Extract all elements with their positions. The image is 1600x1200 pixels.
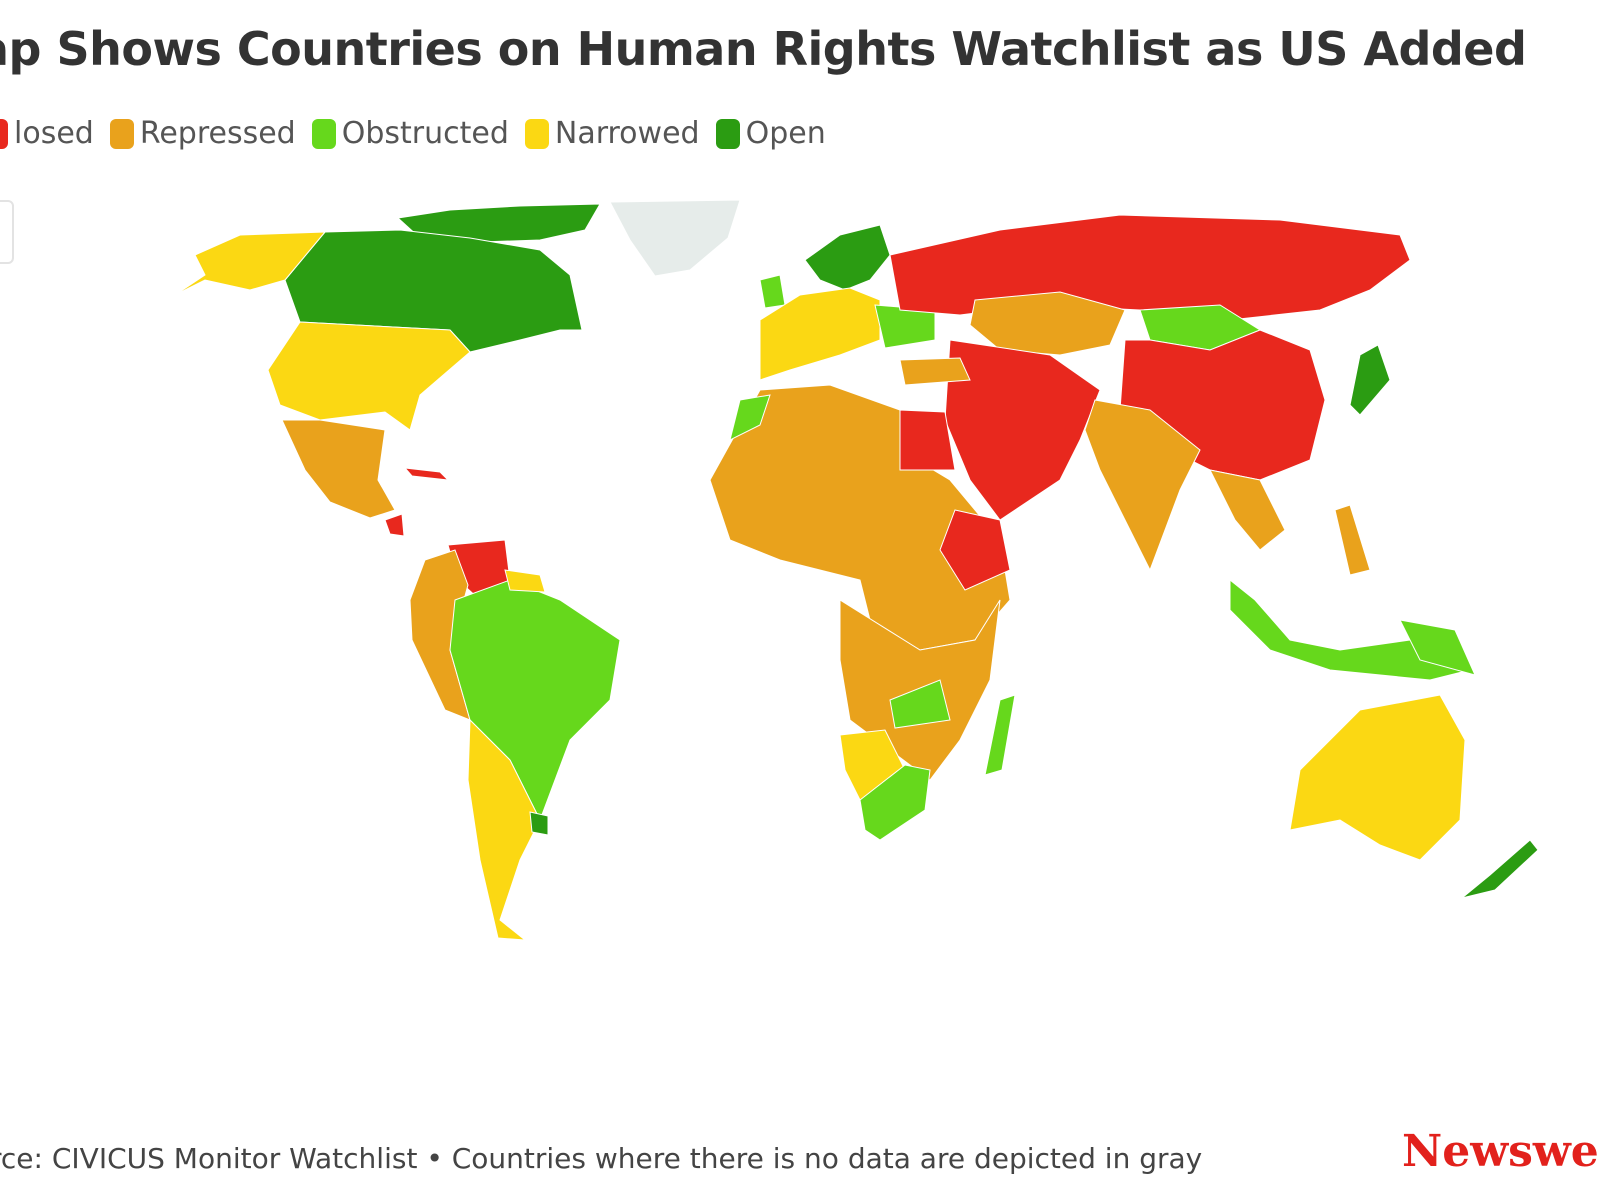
region-brazil[interactable] bbox=[449, 579, 621, 822]
legend-item-open[interactable]: Open bbox=[715, 116, 826, 151]
region-png[interactable] bbox=[1399, 619, 1476, 676]
region-alaska[interactable] bbox=[174, 231, 327, 296]
region-uk[interactable] bbox=[759, 274, 786, 309]
legend-item-repressed[interactable]: Repressed bbox=[109, 116, 296, 151]
legend-label-repressed: Repressed bbox=[139, 116, 296, 151]
legend-swatch-closed bbox=[0, 118, 8, 149]
region-usa[interactable] bbox=[267, 321, 471, 431]
region-australia[interactable] bbox=[1289, 694, 1466, 861]
legend-swatch-repressed bbox=[109, 118, 134, 149]
legend-label-closed: losed bbox=[14, 116, 94, 151]
legend-swatch-narrowed bbox=[524, 118, 549, 149]
region-morocco[interactable] bbox=[729, 394, 771, 441]
region-south-africa[interactable] bbox=[859, 764, 931, 841]
region-nicaragua[interactable] bbox=[384, 513, 405, 537]
region-turkey[interactable] bbox=[899, 357, 971, 386]
region-se-asia[interactable] bbox=[1209, 469, 1286, 551]
region-india[interactable] bbox=[1084, 399, 1201, 572]
region-guianas[interactable] bbox=[504, 569, 546, 593]
region-greenland[interactable] bbox=[609, 199, 741, 277]
region-madagascar[interactable] bbox=[984, 694, 1016, 776]
region-west-europe[interactable] bbox=[759, 287, 881, 381]
world-map[interactable] bbox=[0, 180, 1600, 980]
legend-item-narrowed[interactable]: Narrowed bbox=[524, 116, 700, 151]
legend-item-closed[interactable]: losed bbox=[0, 116, 94, 151]
legend-label-narrowed: Narrowed bbox=[554, 116, 700, 151]
region-new-zealand[interactable] bbox=[1461, 839, 1539, 899]
legend-label-obstructed: Obstructed bbox=[341, 116, 509, 151]
region-cuba[interactable] bbox=[403, 467, 450, 481]
region-japan[interactable] bbox=[1349, 344, 1391, 416]
region-middle-east[interactable] bbox=[944, 339, 1101, 521]
legend-swatch-obstructed bbox=[311, 118, 336, 149]
region-philippines[interactable] bbox=[1334, 504, 1371, 576]
legend: losed Repressed Obstructed Narrowed Open bbox=[0, 116, 842, 151]
publisher-logo[interactable]: Newswee bbox=[1402, 1126, 1600, 1177]
legend-item-obstructed[interactable]: Obstructed bbox=[311, 116, 509, 151]
chart-title: ap Shows Countries on Human Rights Watch… bbox=[0, 22, 1527, 76]
legend-label-open: Open bbox=[745, 116, 826, 151]
region-central-asia[interactable] bbox=[969, 291, 1126, 356]
region-mexico[interactable] bbox=[281, 419, 396, 519]
source-note: rce: CIVICUS Monitor Watchlist • Countri… bbox=[0, 1142, 1203, 1175]
region-scandinavia[interactable] bbox=[804, 224, 891, 291]
legend-swatch-open bbox=[715, 118, 740, 149]
region-zambia[interactable] bbox=[889, 679, 951, 729]
region-egypt[interactable] bbox=[899, 409, 956, 471]
region-russia[interactable] bbox=[889, 214, 1411, 321]
region-ethiopia[interactable] bbox=[939, 509, 1011, 591]
region-southern-cone[interactable] bbox=[467, 718, 541, 941]
map-zoom-control[interactable] bbox=[0, 200, 14, 264]
region-uruguay[interactable] bbox=[529, 811, 549, 836]
